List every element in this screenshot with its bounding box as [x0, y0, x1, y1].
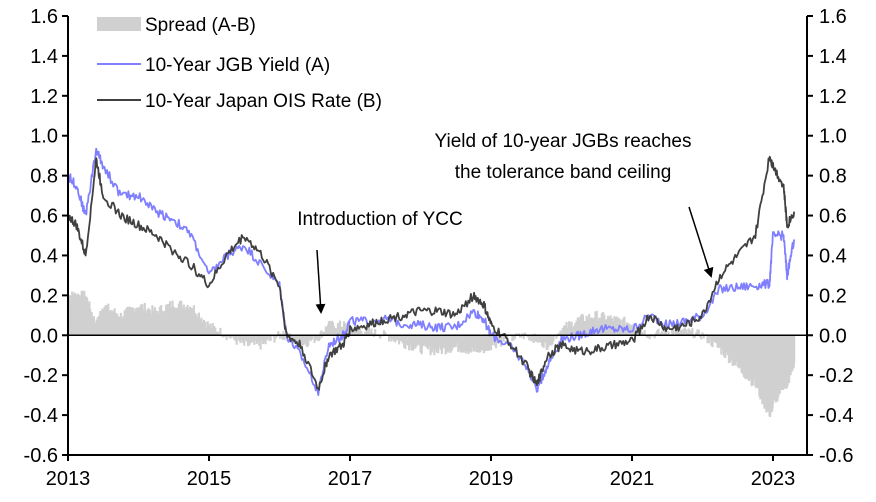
y-tick-label-left: 0.2	[30, 285, 58, 307]
x-tick-label: 2021	[610, 468, 655, 490]
y-tick-label-left: 0.8	[30, 166, 58, 188]
x-tick-label: 2019	[469, 468, 514, 490]
y-tick-label-left: 0.4	[30, 245, 58, 267]
legend: Spread (A-B) 10-Year JGB Yield (A) 10-Year…	[97, 15, 382, 112]
y-tick-label-right: 0.0	[819, 325, 847, 347]
annotation-ceiling-line2: the tolerance band ceiling	[455, 162, 672, 183]
legend-label: 10-Year JGB Yield (A)	[145, 55, 330, 76]
y-tick-label-right: 0.2	[819, 285, 847, 307]
x-tick-label: 2013	[46, 468, 91, 490]
legend-swatch-spread	[97, 17, 141, 31]
series-line-2	[67, 155, 795, 391]
legend-label: Spread (A-B)	[145, 15, 256, 36]
spread-area-layer	[66, 290, 796, 417]
y-tick-label-left: 1.4	[30, 46, 58, 68]
y-tick-label-left: -0.6	[24, 445, 58, 467]
y-tick-label-left: -0.2	[24, 365, 58, 387]
y-tick-label-right: 0.8	[819, 166, 847, 188]
y-tick-label-right: -0.2	[819, 365, 853, 387]
series-lines-layer	[67, 147, 795, 397]
y-tick-label-right: 1.0	[819, 126, 847, 148]
x-tick-label: 2023	[751, 468, 796, 490]
y-tick-label-right: -0.6	[819, 445, 853, 467]
annotation-ycc: Introduction of YCC	[297, 209, 462, 230]
legend-label: 10-Year Japan OIS Rate (B)	[145, 91, 382, 112]
y-tick-label-right: 1.2	[819, 86, 847, 108]
y-tick-label-left: 1.0	[30, 126, 58, 148]
x-tick-label: 2017	[328, 468, 373, 490]
axes: 1.6 1.6 1.4 1.4 1.2 1.2 1.0 1.0 0.8 0.8 0.6 0.6 0.4 0…	[24, 6, 854, 490]
y-tick-label-right: 0.6	[819, 206, 847, 228]
annotation-ycc-arrow	[315, 249, 326, 314]
y-tick-label-left: 1.6	[30, 6, 58, 28]
x-tick-label: 2015	[187, 468, 232, 490]
y-tick-label-left: 1.2	[30, 86, 58, 108]
annotations: Introduction of YCC Yield of 10-year JGBs…	[297, 131, 714, 314]
y-tick-label-right: 0.4	[819, 245, 847, 267]
annotation-ceiling-arrow	[688, 206, 714, 278]
series-line-1	[67, 147, 795, 397]
annotation-ceiling-line1: Yield of 10-year JGBs reaches	[435, 131, 692, 152]
y-tick-label-left: 0.0	[30, 325, 58, 347]
y-tick-label-left: 0.6	[30, 206, 58, 228]
y-tick-label-right: 1.6	[819, 6, 847, 28]
y-tick-label-left: -0.4	[24, 405, 58, 427]
y-tick-label-right: -0.4	[819, 405, 853, 427]
y-tick-label-right: 1.4	[819, 46, 847, 68]
